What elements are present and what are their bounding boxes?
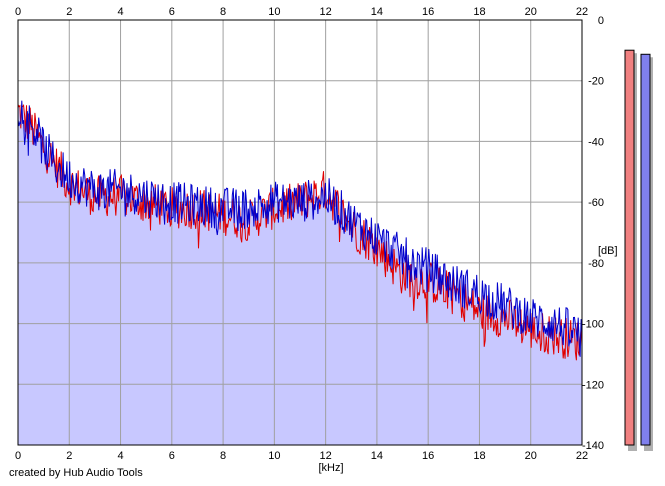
x-tick-label-top: 18 xyxy=(473,6,485,18)
y-tick-label: -120 xyxy=(582,379,604,391)
x-tick-label-bottom: 18 xyxy=(473,450,485,462)
x-tick-label-top: 20 xyxy=(525,6,537,18)
x-tick-label-bottom: 12 xyxy=(320,450,332,462)
x-tick-label-bottom: 20 xyxy=(525,450,537,462)
y-tick-label: -100 xyxy=(582,319,604,331)
y-tick-label: -20 xyxy=(588,76,604,88)
x-axis-label: [kHz] xyxy=(318,462,343,474)
series-line-1 xyxy=(17,103,583,361)
series-line-2 xyxy=(17,100,583,357)
level-meter-1 xyxy=(624,49,635,446)
x-tick-label-bottom: 16 xyxy=(422,450,434,462)
x-tick-label-top: 4 xyxy=(117,6,123,18)
x-tick-label-top: 8 xyxy=(220,6,226,18)
y-tick-label: -60 xyxy=(588,197,604,209)
x-tick-label-top: 22 xyxy=(576,6,588,18)
x-tick-label-bottom: 6 xyxy=(169,450,175,462)
plot-frame xyxy=(17,19,583,446)
y-tick-label: 0 xyxy=(598,15,604,27)
x-tick-label-bottom: 14 xyxy=(371,450,383,462)
footer-credit: created by Hub Audio Tools xyxy=(9,467,143,479)
x-tick-label-top: 2 xyxy=(66,6,72,18)
x-tick-label-top: 10 xyxy=(268,6,280,18)
spectrum-fill xyxy=(18,100,582,445)
x-tick-label-bottom: 2 xyxy=(66,450,72,462)
y-tick-label: -80 xyxy=(588,258,604,270)
y-axis-label: [dB] xyxy=(598,245,618,257)
x-tick-label-bottom: 10 xyxy=(268,450,280,462)
x-tick-label-bottom: 4 xyxy=(117,450,123,462)
tick-labels: 0 2 4 6 8 10 12 14 16 18 20 22 0 2 4 6 8 10 12 14 16 18 20 22 0 -… xyxy=(15,6,604,462)
series-lines xyxy=(17,100,583,361)
x-tick-label-bottom: 0 xyxy=(15,450,21,462)
x-tick-label-top: 0 xyxy=(15,6,21,18)
x-tick-label-bottom: 8 xyxy=(220,450,226,462)
x-tick-label-top: 6 xyxy=(169,6,175,18)
x-tick-label-top: 14 xyxy=(371,6,383,18)
y-tick-label: -140 xyxy=(582,440,604,452)
level-meter-2 xyxy=(640,53,651,446)
x-tick-label-top: 12 xyxy=(320,6,332,18)
y-tick-label: -40 xyxy=(588,136,604,148)
level-meters xyxy=(624,49,653,452)
x-tick-label-top: 16 xyxy=(422,6,434,18)
x-tick-label-bottom: 22 xyxy=(576,450,588,462)
spectrum-area xyxy=(18,100,582,445)
